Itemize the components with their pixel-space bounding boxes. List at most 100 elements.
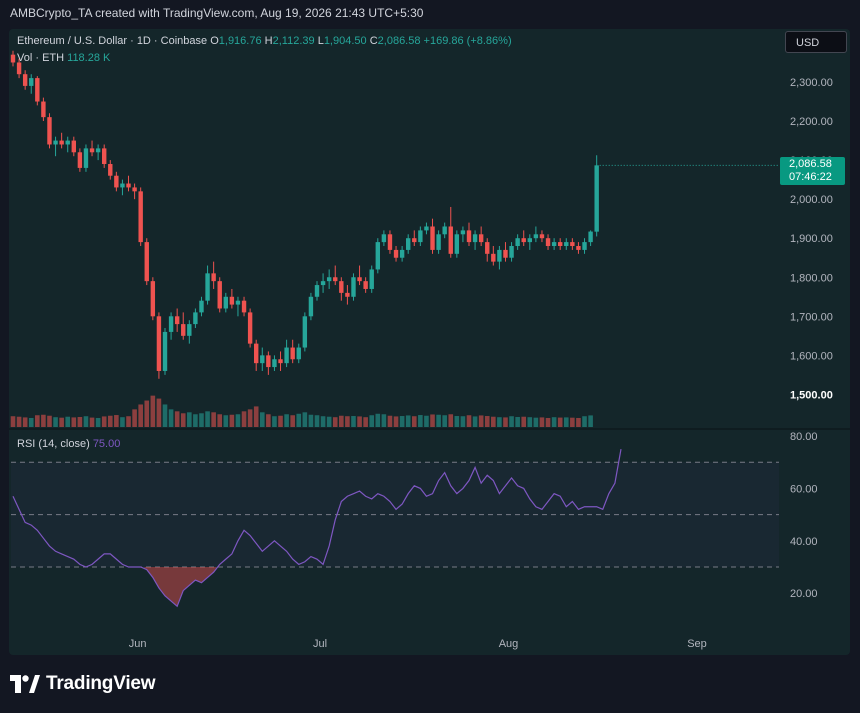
rsi-legend: RSI (14, close) 75.00: [17, 438, 120, 450]
chart-caption: AMBCrypto_TA created with TradingView.co…: [10, 6, 424, 20]
open-value: 1,916.76: [218, 35, 262, 47]
close-value: 2,086.58: [377, 35, 421, 47]
open-label: O: [210, 35, 219, 47]
volume-bar: [375, 413, 381, 427]
candle-body: [491, 253, 496, 262]
price-axis-label: 1,900.00: [790, 233, 833, 245]
volume-bar: [545, 417, 551, 427]
pane-separator: [9, 428, 850, 430]
candle-body: [406, 238, 411, 250]
candle-body: [412, 238, 417, 243]
candle-body: [448, 226, 453, 254]
volume-bar: [150, 395, 156, 427]
volume-bar: [162, 404, 168, 427]
volume-bar: [59, 417, 64, 427]
volume-bar: [521, 416, 527, 427]
volume-bar: [484, 416, 490, 427]
volume-bar: [466, 415, 472, 427]
chart-area[interactable]: 2,300.002,200.002,100.002,000.001,900.00…: [9, 29, 850, 655]
candle-body: [302, 316, 308, 348]
volume-bar: [399, 416, 405, 427]
candle-body: [558, 242, 563, 247]
volume-bar: [229, 414, 235, 427]
candle-body: [576, 246, 581, 250]
volume-bar: [357, 416, 362, 427]
volume-bar: [339, 415, 344, 427]
candle-body: [59, 140, 64, 145]
currency-button[interactable]: USD: [785, 31, 847, 53]
volume-bar: [369, 415, 375, 427]
volume-bar: [53, 417, 58, 427]
volume-bar: [448, 414, 454, 427]
candle-body: [345, 292, 350, 297]
candle-body: [132, 187, 137, 192]
candle-body: [77, 152, 83, 168]
tradingview-logo-icon: [10, 675, 40, 693]
volume-bar: [205, 411, 210, 427]
price-axis-label: 1,600.00: [790, 350, 833, 362]
price-axis-label: 1,500.00: [790, 389, 833, 401]
volume-bar: [582, 416, 587, 427]
candle-body: [187, 324, 192, 336]
volume-bar: [187, 412, 192, 427]
candle-body: [193, 312, 198, 325]
volume-bar: [168, 409, 174, 427]
candle-body: [10, 54, 16, 63]
candle-body: [168, 316, 174, 332]
volume-bar: [156, 398, 162, 427]
rsi-axis-label: 80.00: [790, 431, 818, 443]
volume-legend: Vol · ETH 118.28 K: [17, 52, 110, 64]
candle-body: [478, 234, 484, 243]
candle-body: [472, 234, 478, 243]
volume-bar: [424, 415, 429, 427]
candle-body: [235, 300, 241, 305]
volume-bar: [47, 415, 52, 427]
price-axis-label: 1,700.00: [790, 311, 833, 323]
volume-bar: [302, 412, 308, 427]
candle-body: [241, 300, 247, 313]
volume-bar: [120, 417, 125, 427]
candle-body: [363, 281, 368, 289]
volume-bar: [515, 417, 520, 427]
time-axis-label: Jul: [313, 638, 327, 650]
candle-body: [521, 238, 526, 243]
candle-body: [582, 242, 587, 250]
price-axis-label: 2,000.00: [790, 194, 833, 206]
candle-body: [229, 296, 235, 305]
volume-bar: [588, 415, 593, 427]
candle-body: [527, 238, 532, 243]
candle-body: [539, 234, 545, 239]
tradingview-logo[interactable]: TradingView: [10, 673, 156, 695]
volume-bar: [89, 417, 95, 427]
volume-bar: [497, 417, 502, 427]
volume-bar: [180, 413, 186, 427]
candle-body: [460, 230, 466, 235]
rsi-axis-label: 60.00: [790, 483, 818, 495]
time-axis-label: Aug: [499, 638, 519, 650]
last-price: 2,086.58: [789, 158, 832, 170]
candle-body: [29, 78, 34, 86]
volume-bar: [199, 413, 204, 427]
chart-canvas[interactable]: 2,300.002,200.002,100.002,000.001,900.00…: [9, 29, 850, 655]
candle-body: [144, 242, 149, 282]
price-axis-label: 2,300.00: [790, 77, 833, 89]
candle-body: [102, 148, 107, 165]
volume-bar: [326, 416, 332, 427]
volume-bar: [351, 416, 356, 427]
volume-bar: [71, 417, 77, 427]
candle-body: [503, 249, 508, 258]
candle-body: [290, 347, 295, 360]
volume-bar: [107, 415, 113, 427]
rsi-label: RSI (14, close): [17, 438, 90, 450]
candle-body: [314, 285, 320, 297]
symbol-label: Ethereum / U.S. Dollar · 1D · Coinbase: [17, 35, 208, 47]
volume-bar: [253, 406, 259, 427]
candle-body: [266, 355, 271, 368]
candle-body: [108, 164, 113, 176]
candle-body: [138, 191, 143, 243]
candle-body: [551, 242, 557, 247]
candle-body: [485, 242, 490, 254]
candle-body: [454, 234, 460, 254]
candle-body: [272, 359, 277, 368]
volume-bar: [314, 415, 320, 427]
